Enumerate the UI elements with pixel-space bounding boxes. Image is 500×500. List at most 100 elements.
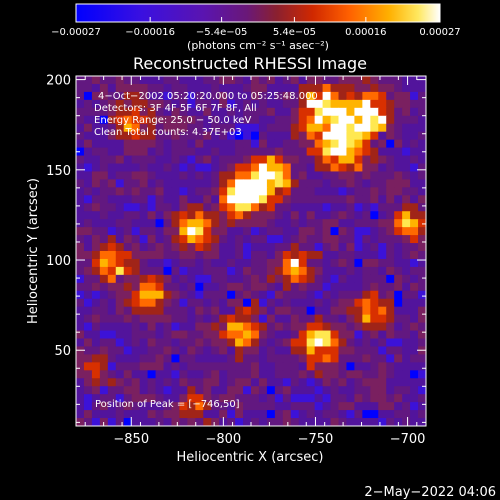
heatmap-cell bbox=[282, 243, 292, 252]
heatmap-cell bbox=[394, 195, 403, 204]
heatmap-cell bbox=[274, 76, 284, 85]
heatmap-cell bbox=[179, 418, 188, 426]
heatmap-cell bbox=[99, 314, 109, 324]
heatmap-cell bbox=[243, 195, 252, 204]
heatmap-cell bbox=[274, 179, 284, 188]
heatmap-cell bbox=[338, 402, 348, 411]
heatmap-cell bbox=[370, 107, 379, 117]
heatmap-cell bbox=[394, 99, 403, 109]
heatmap-cell bbox=[139, 354, 149, 363]
heatmap-cell bbox=[219, 370, 228, 379]
heatmap-cell bbox=[147, 147, 157, 157]
heatmap-cell bbox=[163, 83, 173, 93]
heatmap-cell bbox=[338, 235, 348, 244]
heatmap-cell bbox=[298, 115, 308, 125]
heatmap-cell bbox=[394, 274, 403, 284]
heatmap-cell bbox=[394, 378, 403, 387]
heatmap-cell bbox=[91, 235, 101, 244]
heatmap-cell bbox=[123, 235, 133, 244]
heatmap-cell bbox=[163, 76, 173, 85]
heatmap-cell bbox=[306, 402, 316, 411]
heatmap-cell bbox=[346, 282, 355, 292]
heatmap-cell bbox=[322, 211, 332, 220]
heatmap-cell bbox=[266, 338, 276, 348]
heatmap-cell bbox=[76, 227, 85, 236]
heatmap-cell bbox=[386, 394, 395, 403]
heatmap-cell bbox=[402, 107, 411, 117]
heatmap-cell bbox=[187, 370, 196, 379]
heatmap-cell bbox=[306, 386, 316, 395]
heatmap-cell bbox=[370, 306, 379, 316]
heatmap-cell bbox=[139, 346, 149, 355]
heatmap-cell bbox=[179, 211, 188, 220]
heatmap-cell bbox=[362, 147, 371, 157]
heatmap-cell bbox=[362, 418, 371, 426]
heatmap-cell bbox=[227, 107, 236, 117]
heatmap-cell bbox=[322, 354, 332, 363]
heatmap-cell bbox=[83, 203, 93, 212]
heatmap-cell bbox=[298, 258, 308, 268]
heatmap-cell bbox=[274, 362, 284, 371]
heatmap-cell bbox=[243, 354, 252, 363]
heatmap-cell bbox=[235, 235, 244, 244]
heatmap-cell bbox=[76, 163, 85, 173]
heatmap-cell bbox=[314, 107, 324, 117]
heatmap-cell bbox=[179, 203, 188, 212]
heatmap-cell bbox=[219, 298, 228, 308]
heatmap-cell bbox=[115, 322, 125, 332]
heatmap-cell bbox=[282, 115, 292, 125]
heatmap-cell bbox=[139, 99, 149, 109]
heatmap-cell bbox=[139, 131, 149, 141]
heatmap-cell bbox=[338, 282, 348, 292]
heatmap-cell bbox=[338, 131, 348, 141]
heatmap-cell bbox=[370, 290, 379, 300]
heatmap-cell bbox=[147, 266, 157, 276]
heatmap-cell bbox=[362, 123, 371, 133]
heatmap-cell bbox=[107, 251, 117, 260]
heatmap-cell bbox=[219, 83, 228, 93]
heatmap-cell bbox=[203, 330, 212, 340]
heatmap-cell bbox=[235, 171, 244, 180]
heatmap-cell bbox=[322, 107, 332, 117]
heatmap-cell bbox=[123, 258, 133, 268]
heatmap-cell bbox=[251, 163, 260, 173]
heatmap-cell bbox=[171, 179, 180, 188]
heatmap-cell bbox=[402, 354, 411, 363]
heatmap-cell bbox=[251, 91, 260, 101]
heatmap-cell bbox=[251, 258, 260, 268]
heatmap-cell bbox=[171, 394, 180, 403]
heatmap-cell bbox=[306, 314, 316, 324]
heatmap-cell bbox=[410, 203, 419, 212]
heatmap-cell bbox=[402, 410, 411, 419]
heatmap-cell bbox=[76, 131, 85, 141]
heatmap-cell bbox=[235, 91, 244, 101]
colorbar-tick-label: 5.4e−05 bbox=[273, 27, 316, 38]
heatmap-cell bbox=[171, 155, 180, 165]
heatmap-cell bbox=[123, 76, 133, 85]
heatmap-cell bbox=[155, 203, 165, 212]
heatmap-cell bbox=[354, 354, 363, 363]
heatmap-cell bbox=[266, 147, 276, 157]
heatmap-cell bbox=[163, 338, 173, 348]
heatmap-cell bbox=[251, 107, 260, 117]
heatmap-cell bbox=[163, 282, 173, 292]
heatmap-cell bbox=[171, 402, 180, 411]
heatmap-cell bbox=[258, 378, 268, 387]
heatmap-cell bbox=[139, 187, 149, 196]
heatmap-cell bbox=[378, 394, 387, 403]
heatmap-cell bbox=[258, 91, 268, 101]
heatmap-cell bbox=[402, 83, 411, 93]
heatmap-cell bbox=[107, 227, 117, 236]
heatmap-cell bbox=[354, 322, 363, 332]
heatmap-cell bbox=[163, 123, 173, 133]
heatmap-cell bbox=[378, 76, 387, 85]
heatmap-cell bbox=[306, 251, 316, 260]
heatmap-cell bbox=[171, 298, 180, 308]
heatmap-cell bbox=[258, 203, 268, 212]
heatmap-cell bbox=[386, 99, 395, 109]
heatmap-cell bbox=[290, 251, 300, 260]
heatmap-cell bbox=[330, 163, 340, 173]
chart-title: Reconstructed RHESSI Image bbox=[133, 54, 367, 73]
heatmap-cell bbox=[362, 354, 371, 363]
heatmap-cell bbox=[187, 139, 196, 149]
